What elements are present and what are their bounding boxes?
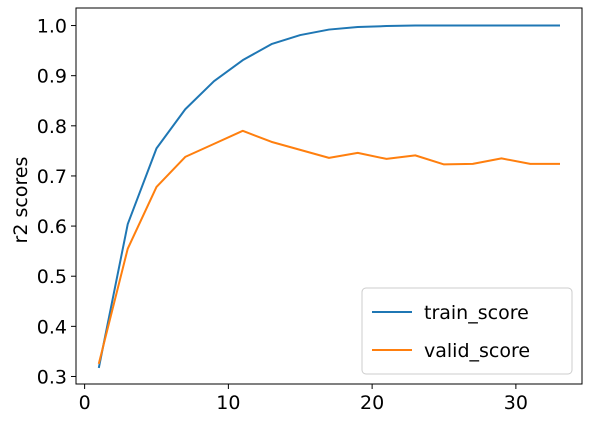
y-tick-label: 0.6 [37, 216, 67, 238]
series-line-valid-score [97, 129, 560, 365]
x-tick-label: 30 [504, 392, 528, 414]
y-tick-label: 0.5 [37, 266, 67, 288]
axes-layer: 0 10 20 30 0.3 0.4 0.5 0.6 0.7 0.8 0.9 1.0 [37, 7, 583, 414]
y-tick-label: 0.4 [37, 316, 67, 338]
y-tick-label: 0.7 [37, 166, 67, 188]
plot-frame [75, 7, 583, 385]
legend-label-train-score: train_score [424, 302, 529, 324]
y-axis-label: r2 scores [10, 157, 32, 244]
x-tick-label: 0 [79, 392, 91, 414]
y-tick-label: 0.3 [37, 366, 67, 388]
legend-label-valid-score: valid_score [424, 340, 530, 362]
x-tick-label: 20 [360, 392, 384, 414]
series-line-train-score [97, 24, 560, 369]
y-tick-label: 1.0 [37, 16, 67, 38]
series-layer [97, 24, 560, 369]
x-tick-label: 10 [216, 392, 240, 414]
legend-box [361, 287, 573, 375]
legend: train_score valid_score [361, 287, 573, 375]
y-tick-label: 0.8 [37, 116, 67, 138]
y-tick-label: 0.9 [37, 66, 67, 88]
